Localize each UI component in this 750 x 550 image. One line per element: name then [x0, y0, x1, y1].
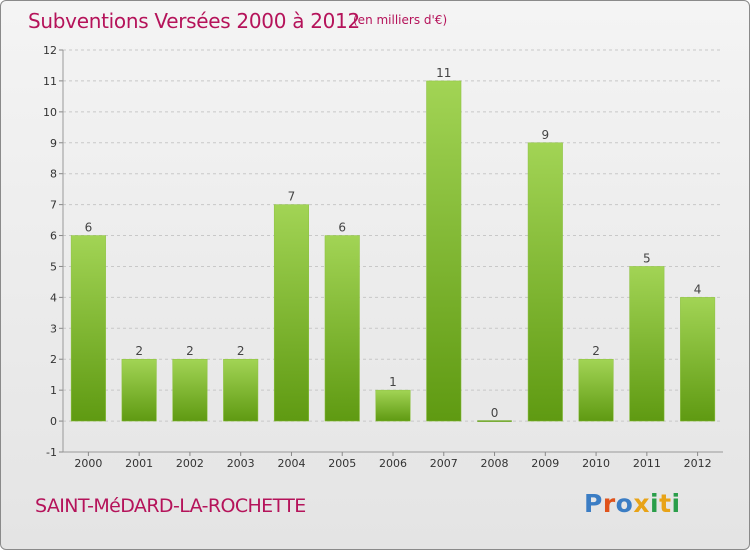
data-label-2004: 7 [288, 190, 296, 204]
x-tick-label-2011: 2011 [633, 457, 661, 470]
bar-2007 [426, 80, 462, 422]
x-tick-label-2009: 2009 [531, 457, 559, 470]
y-tick-label: 6 [50, 230, 57, 243]
data-label-2012: 4 [694, 282, 702, 296]
data-label-2000: 6 [85, 221, 93, 235]
data-label-2001: 2 [135, 344, 143, 358]
bar-2004 [273, 204, 309, 422]
data-label-2008: 0 [491, 406, 499, 420]
x-tick-label-2007: 2007 [430, 457, 458, 470]
logo-letter: t [659, 489, 672, 518]
bar-2002 [172, 358, 208, 422]
bar-2009 [527, 142, 563, 422]
y-tick-label: 5 [50, 260, 57, 273]
x-tick-label-2008: 2008 [481, 457, 509, 470]
y-tick-label: 9 [50, 137, 57, 150]
y-tick-label: 7 [50, 199, 57, 212]
y-tick-label: 12 [43, 44, 57, 57]
x-tick-label-2001: 2001 [125, 457, 153, 470]
logo-letter: x [633, 489, 650, 518]
data-label-2005: 6 [338, 221, 346, 235]
x-tick-label-2005: 2005 [328, 457, 356, 470]
bar-2011 [629, 266, 665, 422]
data-label-2006: 1 [389, 375, 397, 389]
logo-letter: i [650, 489, 660, 518]
commune-name: SAINT-MéDARD-LA-ROCHETTE [35, 495, 306, 517]
proxiti-logo: Proxiti [584, 489, 681, 518]
logo-letter: r [602, 489, 616, 518]
bar-2010 [578, 358, 614, 422]
x-tick-label-2012: 2012 [684, 457, 712, 470]
data-label-2009: 9 [541, 128, 549, 142]
y-tick-label: 11 [43, 75, 57, 88]
data-label-2007: 11 [436, 66, 451, 80]
y-tick-label: 10 [43, 106, 57, 119]
x-tick-label-2010: 2010 [582, 457, 610, 470]
data-label-2003: 2 [237, 344, 245, 358]
y-tick-label: 4 [50, 291, 57, 304]
data-label-2002: 2 [186, 344, 194, 358]
y-tick-label: 0 [50, 415, 57, 428]
data-label-2010: 2 [592, 344, 600, 358]
x-tick-label-2000: 2000 [74, 457, 102, 470]
y-tick-label: 2 [50, 353, 57, 366]
chart-title: Subventions Versées 2000 à 2012 [28, 9, 360, 33]
chart-subtitle: (en milliers d'€) [353, 13, 448, 27]
x-tick-label-2002: 2002 [176, 457, 204, 470]
x-tick-label-2003: 2003 [227, 457, 255, 470]
bar-2012 [680, 297, 716, 422]
bar-2000 [70, 235, 106, 422]
logo-letter: i [671, 489, 681, 518]
x-tick-label-2004: 2004 [277, 457, 305, 470]
logo-letter: o [615, 489, 634, 518]
y-tick-label: -1 [46, 446, 57, 459]
data-label-2011: 5 [643, 251, 651, 265]
bar-2005 [324, 235, 360, 422]
bar-2003 [223, 358, 259, 422]
y-tick-label: 3 [50, 322, 57, 335]
y-tick-label: 1 [50, 384, 57, 397]
bar-2001 [121, 358, 157, 422]
bar-2006 [375, 389, 411, 422]
y-tick-label: 8 [50, 168, 57, 181]
x-tick-label-2006: 2006 [379, 457, 407, 470]
logo-letter: P [584, 489, 603, 518]
